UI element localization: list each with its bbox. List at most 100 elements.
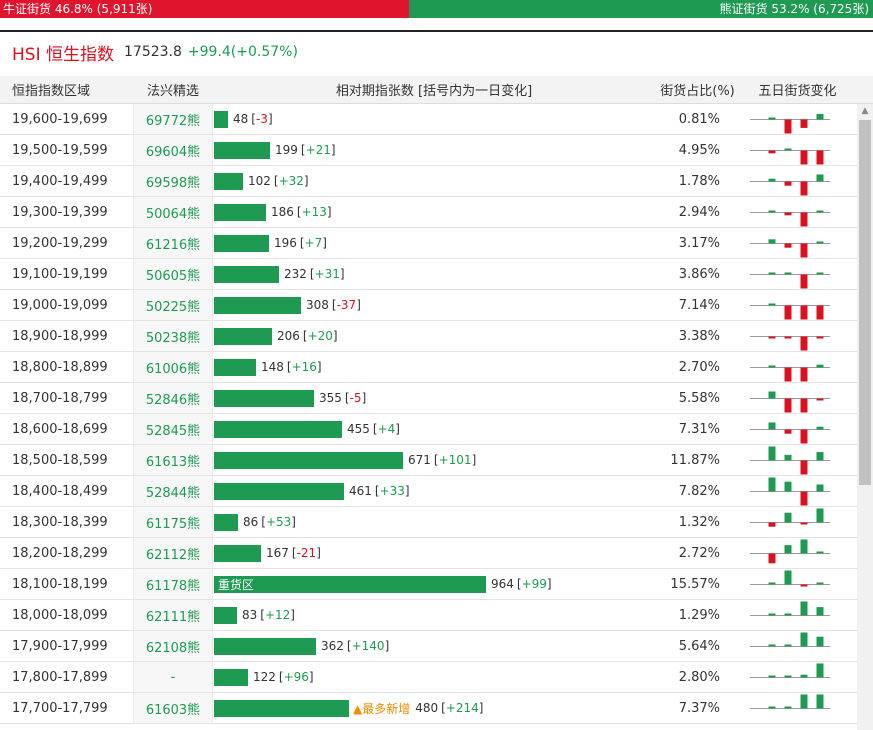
contracts-bar [214, 110, 228, 128]
bear-share-segment: 熊证街货 53.2% (6,725张) [408, 0, 873, 18]
five-day-bar [800, 150, 808, 164]
table-row: 19,300-19,399 50064熊 186 [+13] 2.94% [0, 197, 873, 228]
five-day-sparkbars [750, 335, 830, 350]
five-day-sparkbars [750, 570, 830, 586]
contracts-value: 455 [347, 422, 370, 436]
daily-change: [+101] [433, 453, 477, 467]
table-row: 19,000-19,099 50225熊 308 [-37] 7.14% [0, 290, 873, 321]
table-row: 19,400-19,499 69598熊 102 [+32] 1.78% [0, 166, 873, 197]
index-name[interactable]: HSI 恒生指数 [12, 44, 114, 65]
warrant-link[interactable]: 61216熊 [133, 228, 213, 258]
warrant-link[interactable]: 62112熊 [133, 538, 213, 568]
five-day-chart [750, 414, 830, 444]
warrant-link[interactable]: 61613熊 [133, 445, 213, 475]
warrant-link[interactable]: 69772熊 [133, 104, 213, 134]
table-row: 19,600-19,699 69772熊 48 [-3] 0.81% [0, 104, 873, 135]
five-day-chart [750, 476, 830, 506]
range-label: 18,400-18,499 [12, 483, 108, 499]
contracts-value: 308 [306, 298, 329, 312]
share-percent: 7.37% [678, 700, 720, 716]
scrollbar[interactable]: ▲ [857, 104, 873, 730]
daily-change-value: +96 [283, 670, 309, 684]
daily-change: [+7] [299, 236, 327, 250]
range-label: 18,300-18,399 [12, 514, 108, 530]
warrant-link[interactable]: 50064熊 [133, 197, 213, 227]
daily-change-value: +16 [291, 360, 317, 374]
daily-change: [-5] [344, 391, 367, 405]
warrant-link[interactable]: 50238熊 [133, 321, 213, 351]
five-day-bar [800, 119, 808, 128]
five-day-sparkbars [750, 539, 830, 563]
daily-change-value: +99 [521, 577, 547, 591]
warrant-link[interactable]: 52844熊 [133, 476, 213, 506]
share-percent: 1.29% [678, 607, 720, 623]
five-day-bar [784, 212, 792, 215]
range-label: 18,900-18,999 [12, 328, 108, 344]
daily-change-value: +33 [379, 484, 405, 498]
warrant-link[interactable]: 62108熊 [133, 631, 213, 661]
contracts-value: 48 [233, 112, 249, 126]
five-day-bar [784, 481, 792, 491]
scrollbar-thumb[interactable] [859, 120, 871, 485]
five-day-bar [768, 477, 776, 491]
contracts-bar [214, 389, 314, 407]
five-day-sparkbars [750, 422, 830, 443]
table-row: 18,600-18,699 52845熊 455 [+4] 7.31% [0, 414, 873, 445]
warrant-link[interactable]: 61006熊 [133, 352, 213, 382]
contracts-value: 148 [261, 360, 284, 374]
warrant-link[interactable]: 62111熊 [133, 600, 213, 630]
five-day-chart [750, 631, 830, 661]
warrant-link[interactable]: 61603熊 [133, 693, 213, 723]
contracts-value: 362 [321, 639, 344, 653]
five-day-bar [768, 553, 776, 563]
five-day-bar [800, 460, 808, 474]
contracts-cell: 362 [+140] [214, 631, 654, 661]
warrant-link[interactable]: 69604熊 [133, 135, 213, 165]
five-day-bar [768, 422, 776, 429]
contracts-value: 355 [319, 391, 342, 405]
five-day-chart [750, 352, 830, 382]
contracts-cell: 148 [+16] [214, 352, 654, 382]
five-day-bar [768, 644, 776, 646]
contracts-bar [214, 451, 403, 469]
warrant-link[interactable]: 52845熊 [133, 414, 213, 444]
share-percent: 7.14% [678, 297, 720, 313]
daily-change: [+140] [346, 639, 390, 653]
five-day-sparkbars [750, 174, 830, 195]
contracts-bar [214, 420, 342, 438]
share-percent: 11.87% [670, 452, 720, 468]
daily-change-value: +101 [438, 453, 472, 467]
range-label: 17,900-17,999 [12, 638, 108, 654]
scroll-up-arrow-icon[interactable]: ▲ [861, 106, 869, 116]
five-day-bar [816, 426, 824, 429]
warrant-link[interactable]: 50605熊 [133, 259, 213, 289]
five-day-bar [768, 336, 776, 338]
daily-change-value: +12 [264, 608, 291, 622]
warrant-link[interactable]: 61175熊 [133, 507, 213, 537]
contracts-bar [214, 606, 237, 624]
share-percent: 2.72% [678, 545, 720, 561]
range-label: 19,000-19,099 [12, 297, 108, 313]
table-row: 18,700-18,799 52846熊 355 [-5] 5.58% [0, 383, 873, 414]
five-day-sparkbars [750, 446, 830, 474]
five-day-sparkbars [750, 148, 830, 164]
warrant-link[interactable]: 50225熊 [133, 290, 213, 320]
daily-change: [+33] [374, 484, 410, 498]
contracts-cell: 232 [+31] [214, 259, 654, 289]
daily-change-value: -21 [296, 546, 317, 560]
five-day-bar [800, 674, 808, 677]
header-warrant: 法兴精选 [133, 76, 213, 103]
range-label: 17,800-17,899 [12, 669, 108, 685]
warrant-link[interactable]: 61178熊 [133, 569, 213, 599]
warrant-link[interactable]: 69598熊 [133, 166, 213, 196]
contracts-cell: 199 [+21] [214, 135, 654, 165]
five-day-bar [816, 451, 824, 460]
five-day-bar [768, 522, 776, 527]
five-day-sparkbars [750, 303, 830, 319]
five-day-bar [800, 429, 808, 443]
five-day-chart [750, 290, 830, 320]
daily-change: [+96] [278, 670, 314, 684]
warrant-link[interactable]: 52846熊 [133, 383, 213, 413]
contracts-bar [214, 482, 344, 500]
five-day-chart [750, 259, 830, 289]
